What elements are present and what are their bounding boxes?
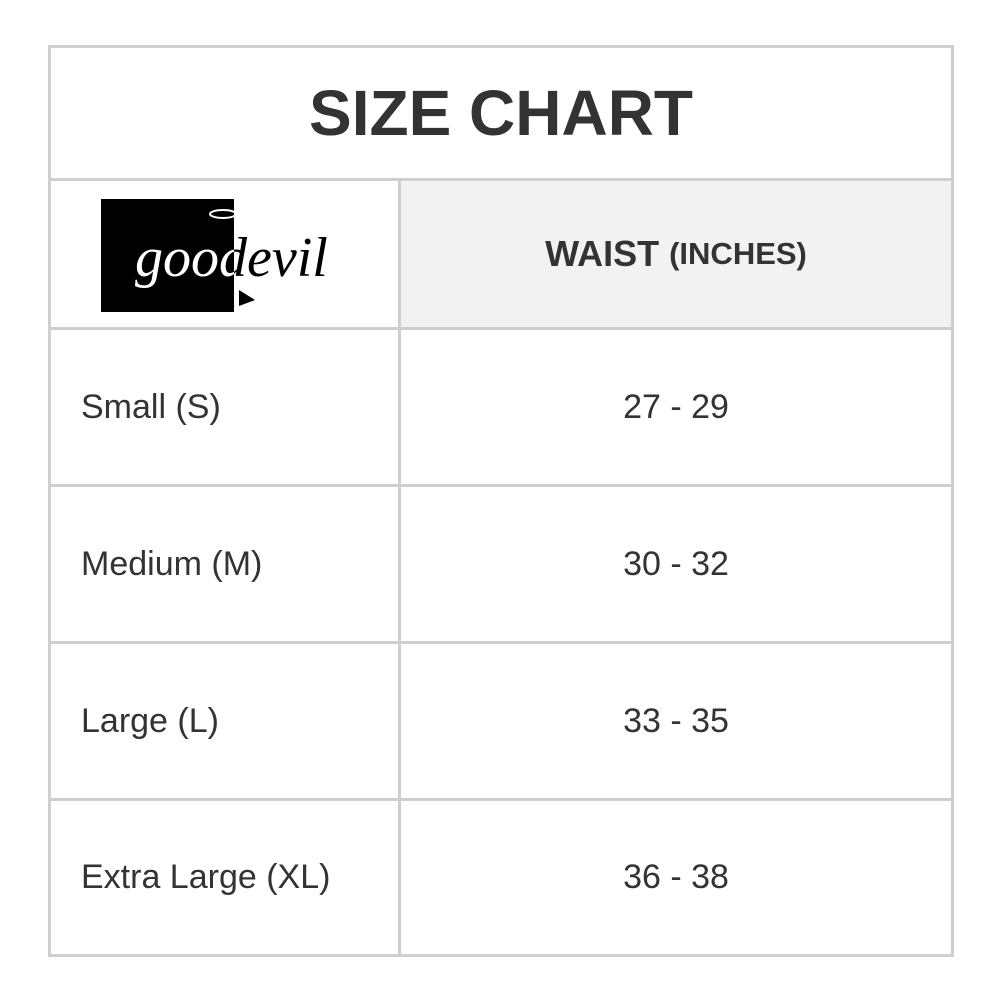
- waist-range: 36 - 38: [623, 858, 729, 896]
- logo-text-inverse: goodevil: [135, 227, 328, 289]
- logo-background: [101, 198, 234, 312]
- waist-range: 27 - 29: [401, 330, 951, 487]
- header-label: WAIST: [545, 233, 660, 274]
- column-header: WAIST (INCHES): [401, 181, 951, 330]
- size-name: Large (L): [51, 644, 401, 801]
- logo-text: goodevil: [135, 227, 328, 289]
- header-unit: (INCHES): [669, 236, 807, 271]
- size-chart: SIZE CHART goodevil goodevil WAIST (INCH…: [48, 45, 954, 957]
- logo: goodevil goodevil: [101, 198, 328, 312]
- tail: [239, 289, 255, 306]
- halo: [209, 208, 237, 219]
- waist-range: 33 - 35: [401, 644, 951, 801]
- logo-cell: goodevil goodevil: [51, 181, 401, 330]
- waist-range: 30 - 32: [401, 487, 951, 644]
- size-name: Medium (M): [51, 487, 401, 644]
- size-name: Small (S): [51, 330, 401, 487]
- title: SIZE CHART: [51, 48, 951, 181]
- size-name: Extra Large (XL): [51, 801, 401, 954]
